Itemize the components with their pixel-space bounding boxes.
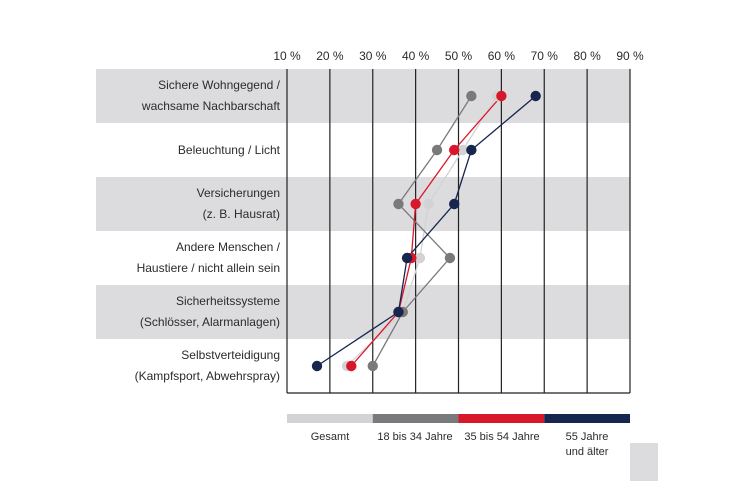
legend-label: 18 bis 34 Jahre	[365, 430, 465, 445]
category-label: Sicherheitssysteme (Schlösser, Alarmanlag…	[140, 291, 280, 333]
legend-swatch	[544, 414, 630, 423]
category-band	[96, 177, 630, 231]
data-point	[466, 90, 477, 102]
legend-swatch	[287, 414, 373, 423]
category-label-line: Beleuchtung / Licht	[177, 142, 280, 157]
legend-label: 35 bis 54 Jahre	[452, 430, 552, 445]
legend-label: Gesamt	[280, 430, 380, 445]
category-label-line: Selbstverteidigung	[181, 348, 280, 362]
data-point	[423, 198, 434, 210]
data-point	[496, 90, 507, 102]
data-point	[444, 252, 456, 264]
legend-label-line: 18 bis 34 Jahre	[377, 431, 453, 443]
legend-label-line: 35 bis 54 Jahre	[464, 431, 540, 443]
category-label-line: (Kampfsport, Abwehrspray)	[134, 369, 280, 383]
legend-swatch	[372, 414, 459, 423]
legend-label-line: Gesamt	[310, 431, 350, 443]
series-line	[350, 95, 502, 367]
x-tick-label: 20 %	[316, 49, 344, 63]
category-label: Beleuchtung / Licht	[178, 140, 280, 161]
legend-label-line: 55 Jahre	[565, 431, 609, 443]
x-tick-label: 70 %	[531, 49, 559, 63]
data-point	[311, 360, 323, 372]
x-tick-label: 50 %	[445, 49, 473, 63]
x-tick-label: 40 %	[402, 49, 430, 63]
category-label-line: (z. B. Hausrat)	[202, 207, 280, 221]
data-point	[449, 198, 460, 210]
category-label: Selbstverteidigung (Kampfsport, Abwehrspr…	[135, 345, 280, 387]
category-label: Versicherungen (z. B. Hausrat)	[197, 183, 280, 225]
data-point	[449, 144, 460, 156]
data-point	[410, 198, 421, 210]
category-label: Andere Menschen / Haustiere / nicht allei…	[137, 237, 280, 279]
series-line	[372, 95, 472, 367]
category-label-line: Versicherungen	[196, 186, 280, 200]
data-point	[457, 144, 468, 156]
corner-decoration-box	[630, 443, 658, 481]
x-tick-label: 60 %	[488, 49, 516, 63]
category-label-line: wachsame Nachbarschaft	[141, 99, 280, 113]
data-point	[530, 90, 541, 102]
data-point	[431, 144, 443, 156]
x-tick-label: 30 %	[359, 49, 387, 63]
data-point	[346, 360, 357, 372]
category-label-line: Andere Menschen /	[175, 240, 280, 254]
data-point	[393, 198, 404, 210]
x-tick-label: 90 %	[616, 49, 644, 63]
category-label: Sichere Wohngegend / wachsame Nachbarscha…	[142, 75, 280, 117]
data-point	[367, 360, 378, 372]
x-tick-label: 10 %	[273, 49, 301, 63]
category-label-line: Sicherheitssysteme	[175, 294, 280, 308]
data-point	[401, 252, 413, 264]
legend-label: 55 Jahre und älter	[537, 430, 637, 460]
x-tick-label: 80 %	[573, 49, 601, 63]
series-line	[316, 95, 537, 367]
data-point	[414, 252, 426, 264]
category-band	[96, 285, 630, 339]
category-band	[96, 69, 630, 123]
legend-swatch	[458, 414, 545, 423]
legend-label-line: und älter	[565, 446, 609, 458]
category-label-line: Sichere Wohngegend /	[158, 78, 280, 92]
category-label-line: Haustiere / nicht allein sein	[136, 261, 280, 275]
data-point	[393, 306, 404, 318]
category-label-line: (Schlösser, Alarmanlagen)	[139, 315, 280, 329]
data-point	[466, 144, 477, 156]
